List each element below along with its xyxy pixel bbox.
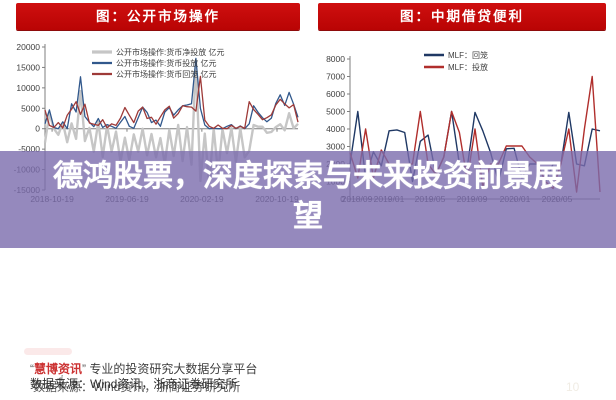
svg-text:15000: 15000 [16, 62, 40, 72]
data-source-line-ghost: 数据来源：Wind资讯，浙商证券研究所 [33, 380, 241, 394]
svg-text:MLF：投放: MLF：投放 [448, 62, 488, 72]
svg-text:5000: 5000 [21, 103, 40, 113]
svg-text:0: 0 [35, 124, 40, 134]
svg-text:公开市场操作:货币投放 亿元: 公开市场操作:货币投放 亿元 [116, 58, 216, 68]
brand-line: “慧博资讯” 专业的投资研究大数据分享平台 [30, 360, 257, 377]
page-title: 德鸿股票，深度探索与未来投资前景展望 [53, 160, 563, 233]
data-source-line: 数据来源：Wind资讯，浙商证券研究所 [30, 377, 238, 391]
open-quote: “ [30, 362, 34, 376]
brand-name: 慧博资讯 [34, 362, 83, 376]
svg-text:10000: 10000 [16, 83, 40, 93]
omo-chart-title: 图：公开市场操作 [96, 9, 220, 24]
hand-icon: ☝ [56, 372, 65, 388]
brand-tagline: 专业的投资研究大数据分享平台 [86, 362, 258, 376]
watermark-smudge [24, 348, 72, 355]
mlf-chart-title: 图：中期借贷便利 [400, 9, 524, 24]
svg-text:-5000: -5000 [18, 144, 40, 154]
svg-text:7000: 7000 [326, 72, 345, 82]
title-overlay: 德鸿股票，深度探索与未来投资前景展望 [0, 151, 616, 248]
svg-text:8000: 8000 [326, 54, 345, 64]
svg-text:4000: 4000 [326, 124, 345, 134]
svg-text:3000: 3000 [326, 142, 345, 152]
svg-text:公开市场操作:货币回笼 亿元: 公开市场操作:货币回笼 亿元 [116, 69, 216, 79]
svg-text:MLF：回笼: MLF：回笼 [448, 50, 488, 60]
svg-text:公开市场操作:货币净投放 亿元: 公开市场操作:货币净投放 亿元 [116, 47, 224, 57]
svg-text:20000: 20000 [16, 42, 40, 52]
svg-text:5000: 5000 [326, 107, 345, 117]
page-number: 10 [566, 380, 580, 394]
omo-chart-title-banner: 图：公开市场操作 [16, 3, 300, 30]
close-quote: ” [82, 362, 87, 376]
mlf-chart-title-banner: 图：中期借贷便利 [318, 3, 606, 30]
svg-text:6000: 6000 [326, 89, 345, 99]
footer: “慧博资讯” 专业的投资研究大数据分享平台 数据来源：Wind资讯，浙商证券研究… [0, 344, 616, 400]
